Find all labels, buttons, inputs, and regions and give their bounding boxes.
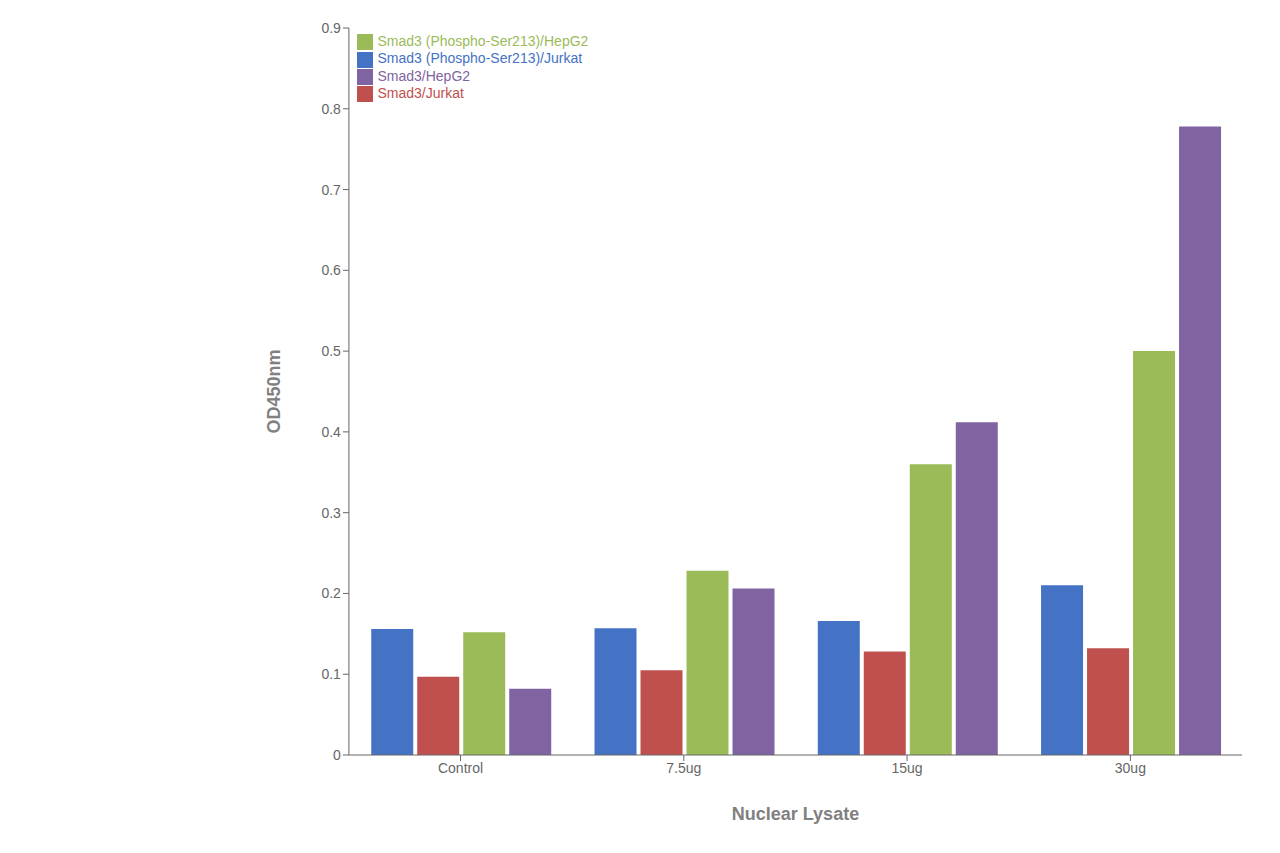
- svg-text:30ug: 30ug: [1115, 760, 1146, 776]
- svg-text:0.8: 0.8: [321, 101, 341, 117]
- svg-text:7.5ug: 7.5ug: [666, 760, 701, 776]
- svg-text:0.7: 0.7: [321, 182, 341, 198]
- svg-text:0.2: 0.2: [321, 585, 341, 601]
- svg-text:0.5: 0.5: [321, 343, 341, 359]
- svg-text:OD450nm: OD450nm: [264, 349, 284, 433]
- html-text:Smad3/HepG2: Smad3/HepG2: [377, 67, 471, 84]
- html-text:Smad3 (Phospho-Ser213)/HepG2: Smad3 (Phospho-Ser213)/HepG2: [377, 33, 589, 49]
- svg-text:0.9: 0.9: [321, 20, 341, 36]
- svg-text:0: 0: [333, 747, 341, 763]
- svg-text:15ug: 15ug: [892, 760, 923, 776]
- svg-text:Nuclear Lysate: Nuclear Lysate: [732, 804, 859, 824]
- svg-text:Control: Control: [438, 760, 483, 776]
- svg-text:0.1: 0.1: [321, 666, 341, 682]
- html-text:Smad3 (Phospho-Ser213)/Jurkat: Smad3 (Phospho-Ser213)/Jurkat: [377, 50, 583, 67]
- svg-text:0.6: 0.6: [321, 262, 341, 278]
- svg-text:0.4: 0.4: [321, 424, 341, 440]
- svg-text:0.3: 0.3: [321, 505, 341, 521]
- html-text:Smad3/Jurkat: Smad3/Jurkat: [377, 84, 464, 101]
